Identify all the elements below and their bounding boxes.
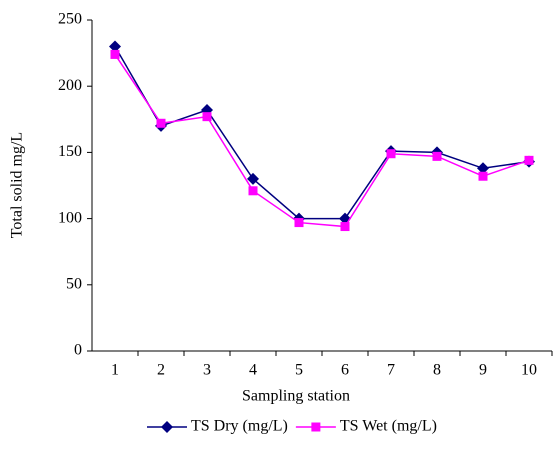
y-axis-label: Total solid mg/L [9, 132, 26, 238]
y-tick-label: 0 [74, 342, 82, 359]
data-point [248, 186, 258, 196]
data-point [432, 151, 442, 161]
data-point [202, 112, 212, 122]
series-line [114, 54, 530, 228]
x-tick-label: 6 [341, 362, 349, 379]
data-point [247, 172, 259, 185]
x-tick-label: 10 [521, 362, 537, 379]
legend-label: TS Wet (mg/L) [340, 418, 437, 435]
x-tick-label: 1 [111, 362, 119, 379]
data-point [109, 40, 121, 53]
data-point [477, 162, 489, 175]
data-point [386, 149, 396, 159]
x-tick-label: 5 [295, 362, 303, 379]
data-point [110, 49, 120, 59]
x-tick-label: 3 [203, 362, 211, 379]
y-tick-label: 250 [58, 11, 82, 28]
legend-marker [311, 422, 321, 432]
series-line [114, 46, 530, 220]
legend-marker [161, 421, 173, 433]
data-point [156, 118, 166, 128]
data-point [294, 218, 304, 228]
y-tick-label: 150 [58, 143, 82, 160]
x-tick-label: 4 [249, 362, 257, 379]
legend-label: TS Dry (mg/L) [191, 418, 288, 435]
data-point [524, 155, 534, 165]
y-tick-label: 200 [58, 77, 82, 94]
data-point [478, 171, 488, 181]
x-axis-label: Sampling station [242, 388, 350, 405]
y-tick-label: 50 [66, 275, 82, 292]
x-tick-label: 8 [433, 362, 441, 379]
x-tick-label: 2 [157, 362, 165, 379]
x-tick-label: 9 [479, 362, 487, 379]
y-tick-label: 100 [58, 209, 82, 226]
data-point [340, 222, 350, 232]
x-tick-label: 7 [387, 362, 395, 379]
